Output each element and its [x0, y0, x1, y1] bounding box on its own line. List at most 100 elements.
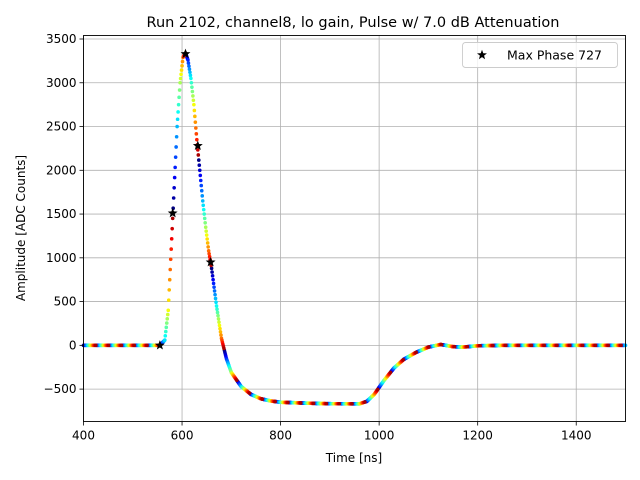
data-point — [178, 80, 182, 85]
data-point — [166, 308, 171, 313]
data-point — [196, 153, 201, 157]
data-point — [215, 310, 220, 315]
data-point — [192, 108, 197, 113]
data-point — [350, 402, 354, 406]
data-point — [106, 343, 111, 348]
data-point — [145, 343, 149, 348]
data-point — [214, 300, 218, 305]
y-axis-label: Amplitude [ADC Counts] — [14, 155, 28, 301]
data-point — [516, 343, 521, 348]
data-point — [427, 345, 431, 349]
data-point — [178, 76, 183, 81]
data-point — [212, 289, 217, 293]
data-point — [203, 225, 208, 229]
max-phase-star — [167, 207, 178, 218]
data-point — [170, 216, 175, 221]
y-tick-label: 0 — [69, 338, 77, 352]
data-point — [201, 203, 206, 208]
data-point — [190, 89, 195, 94]
plot-frame — [83, 35, 626, 422]
max-phase-star — [180, 48, 191, 59]
x-tick-label: 800 — [269, 429, 292, 443]
x-axis-label: Time [ns] — [325, 451, 382, 465]
data-point — [580, 343, 585, 348]
data-point — [214, 304, 219, 308]
data-point — [195, 137, 199, 142]
max-phase-star — [154, 340, 165, 350]
data-point — [94, 343, 98, 348]
data-point — [529, 343, 534, 348]
data-point — [168, 267, 173, 272]
data-point — [217, 320, 221, 324]
data-point — [176, 110, 180, 114]
data-point — [206, 249, 211, 253]
data-point — [503, 343, 508, 348]
data-point — [200, 199, 205, 203]
data-point — [478, 343, 482, 348]
y-tick-label: 3500 — [46, 32, 77, 46]
y-tick-label: 2000 — [46, 163, 77, 177]
data-point — [165, 317, 170, 321]
data-point — [194, 132, 199, 136]
data-point — [439, 342, 444, 347]
data-point — [172, 175, 177, 180]
data-point — [164, 321, 169, 325]
data-point — [216, 313, 220, 318]
data-point — [247, 391, 252, 395]
data-point — [200, 194, 205, 198]
data-point — [555, 343, 559, 348]
data-point — [166, 298, 171, 302]
data-point — [197, 168, 202, 173]
data-point — [260, 397, 265, 401]
data-point — [542, 343, 546, 348]
data-point — [194, 126, 198, 130]
data-point — [201, 207, 206, 212]
data-point — [177, 88, 182, 92]
data-point — [337, 401, 342, 406]
x-tick-label: 600 — [171, 429, 194, 443]
data-point — [197, 158, 201, 162]
max-phase-star — [205, 257, 216, 267]
data-point — [204, 229, 208, 233]
legend: Max Phase 727 — [462, 42, 618, 68]
data-point — [173, 165, 177, 170]
axis-ticks: 400 600 800 1000 1200 1400 −500 0 500 1000 1500 200… — [44, 32, 592, 442]
data-point — [169, 237, 174, 241]
data-point — [198, 178, 203, 183]
data-point — [188, 70, 192, 75]
data-point — [186, 61, 191, 65]
data-point — [375, 387, 380, 392]
max-phase-star — [192, 140, 203, 150]
data-point — [219, 333, 223, 337]
data-point — [298, 401, 303, 405]
data-point — [168, 257, 173, 262]
data-point — [174, 134, 179, 139]
data-point — [172, 186, 176, 190]
x-tick-label: 1000 — [364, 429, 395, 443]
legend-box — [462, 42, 618, 68]
data-point — [202, 216, 207, 221]
data-point — [187, 64, 191, 68]
data-point — [165, 312, 170, 317]
data-point — [188, 73, 193, 78]
data-point — [207, 251, 211, 256]
data-point — [286, 400, 290, 405]
data-point — [187, 67, 192, 71]
data-point — [218, 330, 223, 334]
data-point — [193, 114, 197, 119]
y-tick-label: 1500 — [46, 207, 77, 221]
data-point — [169, 247, 174, 251]
data-point — [197, 163, 202, 167]
data-point — [401, 357, 406, 362]
data-point — [119, 343, 124, 348]
data-point — [568, 343, 572, 348]
data-point — [414, 350, 418, 355]
data-point — [179, 68, 184, 72]
data-point — [202, 212, 207, 216]
data-point — [217, 323, 222, 328]
legend-label: Max Phase 727 — [507, 48, 602, 63]
y-tick-label: 3000 — [46, 76, 77, 90]
data-point — [167, 288, 172, 292]
data-point — [191, 98, 196, 103]
